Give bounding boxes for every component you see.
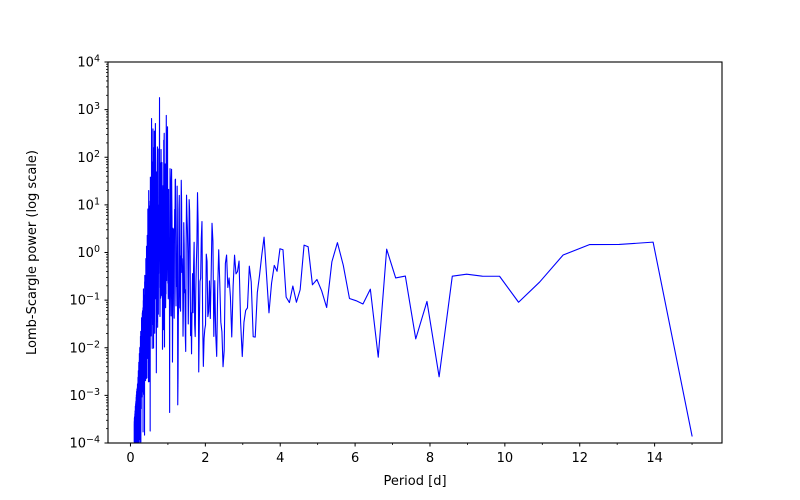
- y-tick-label-1e−4: 10−4: [69, 435, 100, 452]
- x-tick-label-10: 10: [497, 451, 514, 466]
- data-series-group: [133, 97, 693, 443]
- x-axis-label: Period [d]: [383, 474, 446, 489]
- x-tick-label-6: 6: [351, 451, 359, 466]
- periodogram-line: [133, 97, 693, 443]
- y-tick-label-1e2: 102: [77, 149, 100, 166]
- axes-frame: [107, 61, 723, 444]
- y-tick-label-1e1: 101: [77, 196, 100, 213]
- axes-spines: [107, 61, 723, 444]
- y-tick-label-1e−3: 10−3: [69, 387, 100, 404]
- x-tick-label-0: 0: [126, 451, 134, 466]
- x-tick-label-12: 12: [571, 451, 588, 466]
- axis-ticks-group: [104, 61, 693, 447]
- x-tick-label-8: 8: [426, 451, 434, 466]
- x-tick-label-2: 2: [201, 451, 209, 466]
- y-tick-label-1e−1: 10−1: [69, 292, 100, 309]
- y-tick-label-1e4: 104: [77, 54, 100, 71]
- y-axis-label: Lomb-Scargle power (log scale): [25, 150, 40, 355]
- y-tick-label-1e3: 103: [77, 101, 100, 118]
- x-tick-label-14: 14: [646, 451, 663, 466]
- y-tick-label-1e−2: 10−2: [69, 339, 100, 356]
- axis-labels-group: Period [d] Lomb-Scargle power (log scale): [25, 150, 447, 489]
- x-tick-label-4: 4: [276, 451, 284, 466]
- y-tick-label-1e0: 100: [77, 244, 100, 261]
